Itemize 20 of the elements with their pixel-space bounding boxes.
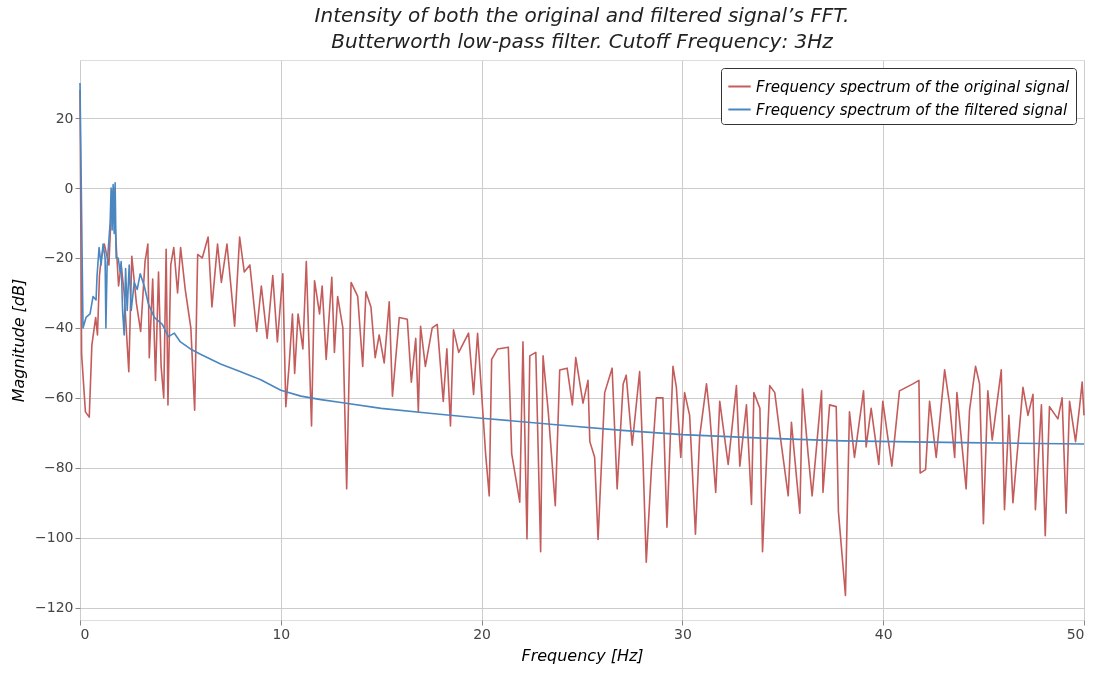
x-tick-label: 40 <box>874 625 893 642</box>
legend-label: Frequency spectrum of the original signal <box>756 77 1071 96</box>
y-axis-title: Magnitude [dB] <box>9 278 29 403</box>
chart-title: Intensity of both the original and filtered signal’s FFT. Butterworth low-pass filter. Cutoff Frequency: 3Hz <box>314 3 850 53</box>
y-tick-label: −120 <box>35 599 74 616</box>
x-tick-label: 0 <box>80 625 90 642</box>
y-tick-label: −80 <box>43 459 74 476</box>
y-tick-label: 0 <box>64 179 74 196</box>
y-tick-label: −20 <box>43 249 74 266</box>
x-tick-label: 30 <box>673 625 692 642</box>
x-tick-label: 20 <box>473 625 492 642</box>
y-tick-label: −100 <box>35 529 74 546</box>
y-tick-label: −60 <box>43 389 74 406</box>
y-tick-label: 20 <box>55 109 74 126</box>
x-tick-label: 10 <box>272 625 291 642</box>
x-tick-label: 50 <box>1066 625 1085 642</box>
x-axis-title: Frequency [Hz] <box>521 645 644 665</box>
line-series <box>79 82 1085 445</box>
y-tick-label: −40 <box>43 319 74 336</box>
legend-label: Frequency spectrum of the filtered signal <box>756 100 1068 119</box>
